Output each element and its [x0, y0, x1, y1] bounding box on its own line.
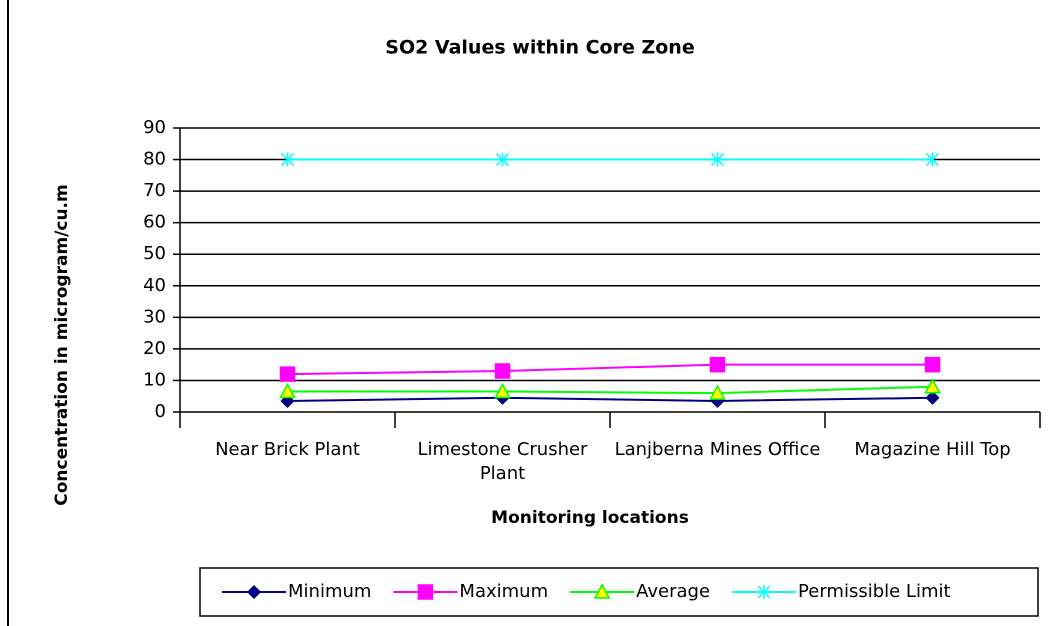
marker [494, 382, 511, 399]
x-tick-label: Limestone Crusher Plant [418, 439, 589, 484]
legend-label: Permissible Limit [798, 581, 951, 602]
y-tick-label: 50 [143, 243, 166, 264]
marker [710, 152, 725, 167]
y-axis-label: Concentration in microgram/cu.m [52, 184, 72, 505]
marker [495, 152, 510, 167]
x-tick-label: Magazine Hill Top [854, 439, 1010, 460]
y-tick-label: 60 [143, 212, 166, 233]
legend-marker [757, 585, 771, 599]
legend-label: Average [636, 581, 710, 602]
marker [279, 366, 296, 382]
y-tick-label: 90 [143, 117, 166, 138]
marker [925, 152, 940, 167]
legend-marker [417, 584, 434, 600]
marker [709, 384, 726, 400]
y-tick-label: 80 [143, 149, 166, 170]
marker [925, 390, 940, 405]
marker [280, 152, 295, 167]
marker [924, 356, 941, 373]
marker [924, 378, 941, 394]
series-line [287, 363, 933, 376]
legend-label: Maximum [459, 581, 548, 602]
y-tick-label: 0 [155, 401, 166, 422]
marker [709, 356, 726, 373]
y-tick-label: 10 [143, 369, 166, 390]
chart-title: SO2 Values within Core Zone [385, 37, 694, 59]
marker [494, 363, 511, 379]
series-line [287, 396, 933, 402]
x-tick-label: Near Brick Plant [215, 439, 360, 460]
marker [279, 382, 296, 399]
legend-label: Minimum [288, 581, 371, 602]
legend-marker [246, 584, 262, 600]
x-axis-label: Monitoring locations [491, 508, 689, 528]
x-tick-label: Lanjberna Mines Office [615, 439, 821, 460]
series-line [287, 385, 933, 395]
y-tick-label: 30 [143, 306, 166, 327]
y-tick-label: 20 [143, 338, 166, 359]
legend-marker [593, 583, 611, 599]
y-tick-label: 40 [143, 275, 166, 296]
y-tick-label: 70 [143, 180, 166, 201]
